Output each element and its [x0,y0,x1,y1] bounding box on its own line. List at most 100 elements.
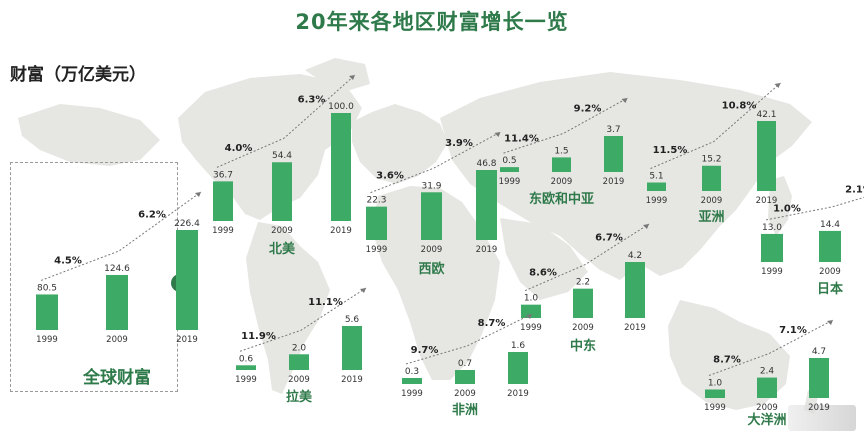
year-tick-label: 2009 [756,403,778,413]
trend-arrow [650,82,781,169]
value-label: 2.0 [292,343,307,353]
arrow-head-icon [195,192,201,197]
value-label: 22.3 [366,196,386,206]
growth-rate-label: 9.2% [574,104,602,115]
bar-2009 [106,274,128,330]
year-tick-label: 2009 [572,323,594,333]
region-name: 全球财富 [82,367,151,388]
value-label: 1.5 [554,146,568,156]
region-name: 北美 [269,241,296,257]
watermark [788,405,856,431]
value-label: 42.1 [756,110,776,120]
region-name: 西欧 [418,261,444,277]
bar-2009 [573,288,593,318]
year-tick-label: 1999 [704,403,726,413]
bar-2019 [604,136,623,172]
bar-2009 [272,162,292,221]
page-title: 20年来各地区财富增长一览 [295,10,569,34]
value-label: 0.5 [502,156,516,166]
bar-1999 [500,167,519,172]
arrow-head-icon [827,320,833,325]
bar-1999 [761,233,783,262]
trend-arrow [405,313,533,365]
year-tick-label: 2019 [808,403,830,413]
arrow-head-icon [774,83,781,88]
bar-1999 [366,206,387,240]
arrow-head-icon [349,75,355,80]
region-name: 亚洲 [698,210,724,225]
bar-2009 [757,377,777,398]
growth-rate-label: 11.1% [308,297,343,308]
growth-rate-label: 11.5% [653,145,688,156]
year-tick-label: 2009 [421,245,443,255]
growth-rate-label: 8.6% [529,268,557,279]
bar-2019 [342,326,362,370]
bar-1999 [213,181,233,221]
bar-2009 [455,370,475,384]
bar-1999 [521,304,541,318]
bar-1999 [705,389,725,398]
growth-rate-label: 11.9% [241,331,276,342]
year-tick-label: 1999 [761,267,783,277]
value-label: 31.9 [421,181,441,191]
bar-2009 [289,354,309,370]
trend-arrow [708,319,834,376]
growth-rate-label: 7.1% [779,325,807,336]
growth-rate-label: 4.5% [54,256,82,267]
arrow-head-icon [360,288,366,293]
bar-1999 [236,365,256,370]
year-tick-label: 2019 [176,335,198,345]
arrow-head-icon [643,224,649,229]
arrow-head-icon [621,98,628,103]
bar-2009 [552,157,571,172]
value-label: 14.4 [820,220,840,230]
bar-1999 [647,182,666,191]
value-label: 1.6 [511,341,526,351]
growth-rate-label: 1.0% [773,203,801,214]
trend-arrow [216,74,356,168]
year-tick-label: 2019 [476,245,498,255]
year-tick-label: 2009 [106,335,128,345]
year-tick-label: 2019 [603,177,625,187]
region-name: 中东 [570,338,596,354]
value-label: 100.0 [328,102,354,112]
value-label: 0.6 [239,354,254,364]
value-label: 2.2 [576,278,590,288]
bar-2019 [331,113,351,221]
bar-2009 [702,165,721,191]
trend-arrow [524,223,650,292]
bar-2019 [809,358,829,398]
growth-rate-label: 6.3% [298,95,326,106]
year-tick-label: 1999 [646,196,668,206]
year-tick-label: 1999 [366,245,388,255]
value-label: 226.4 [174,219,200,229]
bar-2019 [757,121,776,191]
year-tick-label: 2009 [819,267,841,277]
region-name: 大洋洲 [747,412,786,428]
region-name: 拉美 [286,389,313,405]
bar-2009 [819,230,841,262]
bar-2009 [421,192,442,240]
value-label: 5.6 [345,315,360,325]
growth-rate-label: 3.6% [376,170,404,181]
bar-1999 [402,378,422,384]
year-tick-label: 2019 [507,389,529,399]
year-tick-label: 1999 [36,335,58,345]
value-label: 1.0 [524,294,539,304]
bar-2019 [476,170,497,240]
year-tick-label: 2019 [624,323,646,333]
value-label: 2.4 [760,367,775,377]
arrow-head-icon [526,314,532,319]
value-label: 36.7 [213,170,233,180]
unit-label: 财富（万亿美元） [10,65,146,85]
year-tick-label: 2009 [271,226,293,236]
value-label: 124.6 [104,264,130,274]
year-tick-label: 1999 [401,389,423,399]
bar-2019 [508,352,528,384]
trend-arrow [239,287,367,352]
year-tick-label: 2019 [341,375,363,385]
year-tick-label: 1999 [520,323,542,333]
year-tick-label: 2009 [551,177,573,187]
value-label: 3.7 [606,125,620,135]
